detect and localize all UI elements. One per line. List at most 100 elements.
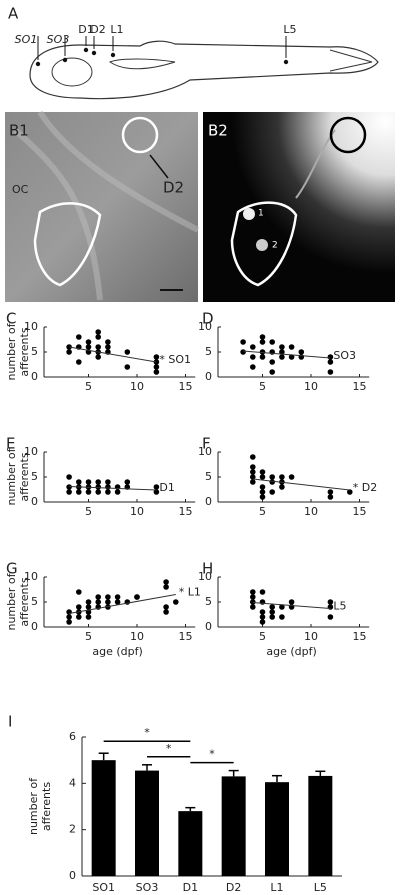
point [153, 364, 160, 370]
point [105, 489, 111, 495]
marker-dot [110, 52, 116, 58]
significance-label: * [166, 742, 172, 755]
point [269, 479, 276, 485]
x-tick-label: 10 [304, 505, 318, 518]
fish-yolk [108, 58, 176, 70]
point [76, 589, 82, 595]
point [327, 604, 334, 610]
point [288, 474, 295, 480]
x-tick-label: 10 [304, 380, 318, 393]
x-tick-label: 15 [353, 630, 367, 643]
panel-label: F [202, 435, 211, 453]
y-tick-label: 4 [69, 776, 76, 789]
marker-label: L1 [110, 23, 123, 36]
annotation: * L1 [179, 586, 201, 599]
cell [243, 208, 255, 220]
fit-line [252, 602, 331, 609]
point [259, 614, 266, 620]
y-tick-label: 10 [24, 320, 38, 333]
y-tick-label: 0 [205, 620, 212, 633]
point [66, 349, 72, 355]
point [250, 479, 256, 485]
x-tick-label: 5 [85, 505, 92, 518]
cell-label: 1 [258, 209, 264, 219]
marker-dot [283, 59, 289, 65]
b2-target [329, 116, 367, 154]
point [95, 489, 101, 495]
point [288, 344, 295, 350]
point [327, 359, 334, 365]
point [66, 474, 72, 480]
b2-outline [230, 201, 298, 287]
fit-line [252, 478, 350, 491]
point [250, 474, 256, 480]
point [95, 599, 101, 605]
x-tick-label: 15 [353, 505, 367, 518]
x-axis-label: age (dpf) [266, 645, 316, 658]
marker-dot [91, 50, 97, 56]
point [105, 344, 111, 350]
y-axis-label: number ofafferents [5, 322, 31, 380]
annotation: SO3 [333, 349, 356, 362]
fit-line [69, 486, 157, 491]
point [259, 339, 266, 345]
point [66, 619, 72, 625]
marker-dot [62, 57, 68, 63]
panel-label: B2 [208, 122, 228, 140]
fit-line [69, 346, 157, 363]
x-tick-label: 10 [130, 630, 144, 643]
y-tick-label: 10 [198, 445, 212, 458]
y-tick-label: 0 [31, 620, 38, 633]
point [250, 464, 256, 470]
x-tick-label: SO3 [136, 881, 159, 894]
point [259, 609, 266, 615]
point [327, 614, 334, 620]
point [250, 594, 256, 600]
x-tick-label: 5 [259, 630, 266, 643]
x-tick-label: L5 [314, 881, 327, 894]
cell-label: 2 [272, 241, 278, 251]
point [288, 354, 295, 360]
point [105, 484, 111, 490]
fish-outline [29, 40, 379, 100]
point [66, 614, 72, 620]
point [250, 454, 256, 460]
point [259, 334, 266, 340]
y-tick-label: 10 [24, 445, 38, 458]
point [288, 599, 295, 605]
marker-label: D1 [78, 23, 93, 36]
point [279, 484, 285, 490]
panel-label: E [6, 435, 15, 453]
point [124, 364, 131, 370]
b1-texture [13, 110, 200, 301]
annotation: * SO1 [159, 353, 191, 366]
x-tick-label: D2 [226, 881, 241, 894]
marker-label: SO3 [47, 33, 70, 46]
point [95, 479, 101, 485]
bar [265, 782, 289, 876]
y-tick-label: 0 [69, 869, 76, 882]
y-tick-label: 0 [31, 495, 38, 508]
point [85, 604, 92, 610]
point [269, 604, 276, 610]
point [259, 489, 266, 495]
point [85, 614, 92, 620]
point [279, 604, 285, 610]
point [259, 469, 266, 475]
y-tick-label: 5 [205, 595, 212, 608]
point [327, 489, 334, 495]
x-tick-label: 15 [179, 630, 193, 643]
y-tick-label: 5 [205, 345, 212, 358]
annotation: * D2 [353, 481, 377, 494]
point [76, 359, 82, 365]
point [76, 479, 82, 485]
panel-label: C [6, 310, 16, 328]
point [76, 334, 82, 340]
y-tick-label: 10 [198, 320, 212, 333]
point [259, 349, 266, 355]
x-tick-label: 10 [304, 630, 318, 643]
point [240, 349, 246, 355]
x-tick-label: L1 [270, 881, 283, 894]
point [105, 599, 111, 605]
x-tick-label: 10 [130, 505, 144, 518]
